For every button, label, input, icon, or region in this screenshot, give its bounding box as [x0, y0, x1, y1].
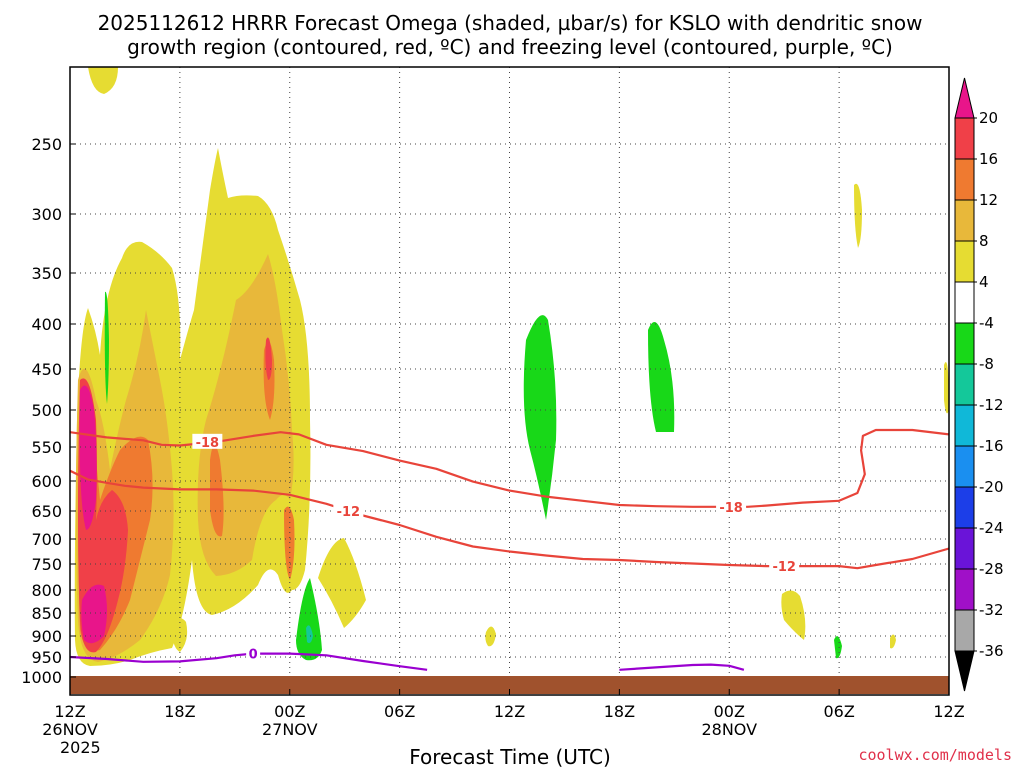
- colorbar-bin: [954, 199, 975, 242]
- yellow-blob-d: [781, 590, 806, 640]
- x-tick-label: 18Z: [604, 702, 635, 721]
- contour-label: -12: [337, 505, 361, 520]
- y-tick-label: 600: [31, 472, 62, 491]
- x-tick-label: 12Z: [494, 702, 525, 721]
- chart-title-line-2: growth region (contoured, red, ºC) and f…: [127, 35, 893, 59]
- colorbar-label: 16: [979, 150, 998, 168]
- y-tick-label: 550: [31, 438, 62, 457]
- y-tick-label: 950: [31, 648, 62, 667]
- colorbar-label: -16: [979, 437, 1004, 455]
- x-tick-label: 18Z: [164, 702, 195, 721]
- credit-text: coolwx.com/models: [858, 746, 1012, 764]
- x-tick-label: 12Z: [933, 702, 964, 721]
- y-axis-ticks: 250 300 350 400 450 500 550 600 650 700 750 800 850 9…: [21, 135, 76, 687]
- y-tick-label: 500: [31, 401, 62, 420]
- colorbar-label: 20: [979, 109, 998, 127]
- contour-line: [70, 469, 949, 570]
- colorbar-bin: [954, 527, 975, 570]
- y-tick-label: 700: [31, 530, 62, 549]
- orange-region-mid: [210, 445, 224, 537]
- green-region-d: [296, 578, 322, 661]
- colorbar-label: -4: [979, 314, 994, 332]
- orange-region-mid3: [284, 506, 295, 580]
- colorbar-label: -20: [979, 478, 1004, 496]
- x-tick-date: 28NOV: [701, 720, 757, 739]
- y-tick-label: 250: [31, 135, 62, 154]
- colorbar-bin: [954, 404, 975, 447]
- colorbar-bin: [954, 322, 975, 365]
- x-axis-label: Forecast Time (UTC): [409, 745, 611, 768]
- yellow-blob-e: [854, 183, 862, 248]
- colorbar: 20 16 12 8 4 -4 -8 -12 -16 -20 -24 -28 -32 -36: [954, 77, 1004, 692]
- colorbar-bin: [954, 117, 975, 160]
- y-tick-label: 650: [31, 502, 62, 521]
- y-tick-label: 400: [31, 315, 62, 334]
- colorbar-bin: [954, 445, 975, 488]
- y-tick-label: 850: [31, 604, 62, 623]
- green-region-a: [104, 291, 109, 404]
- colorbar-bin: [954, 281, 975, 324]
- colorbar-bin: [954, 609, 975, 652]
- contour-label-bg: [192, 433, 223, 449]
- x-tick-label: 00Z: [274, 702, 305, 721]
- colorbar-label: -32: [979, 601, 1004, 619]
- colorbar-bin: [954, 363, 975, 406]
- colorbar-label: -36: [979, 642, 1004, 660]
- colorbar-label: 12: [979, 191, 998, 209]
- y-tick-label: 450: [31, 360, 62, 379]
- x-tick-label: 06Z: [823, 702, 854, 721]
- contour-label: -12: [772, 560, 796, 575]
- y-tick-label: 900: [31, 627, 62, 646]
- colorbar-bin: [954, 486, 975, 529]
- green-region-e: [834, 636, 842, 659]
- colorbar-label: -8: [979, 355, 994, 373]
- contour-line: [619, 663, 745, 671]
- y-tick-label: 350: [31, 264, 62, 283]
- contour-label: -18: [719, 501, 743, 516]
- y-tick-label: 300: [31, 205, 62, 224]
- colorbar-bin: [954, 568, 975, 611]
- contour-lines: -18 -18 -12 -12 0: [70, 428, 949, 671]
- colorbar-label: -12: [979, 396, 1004, 414]
- x-tick-label: 06Z: [384, 702, 415, 721]
- y-tick-label: 750: [31, 555, 62, 574]
- colorbar-bin: [954, 240, 975, 283]
- x-tick-label: 12Z: [54, 702, 85, 721]
- x-tick-year: 2025: [60, 738, 101, 757]
- colorbar-label: -24: [979, 519, 1004, 537]
- yellow-blob-top: [88, 67, 118, 94]
- y-tick-label: 1000: [21, 668, 62, 687]
- colorbar-label: 4: [979, 273, 989, 291]
- x-tick-date: 27NOV: [262, 720, 318, 739]
- contour-line: [70, 652, 428, 671]
- yellow-blob-f: [890, 634, 896, 649]
- yellow-blob-b: [318, 538, 366, 628]
- colorbar-bin: [954, 158, 975, 201]
- green-region-b: [523, 315, 557, 520]
- teal-region-a: [306, 625, 313, 644]
- contour-label-bg: [333, 503, 364, 518]
- colorbar-label: -28: [979, 560, 1004, 578]
- x-tick-label: 00Z: [714, 702, 745, 721]
- pink-region-lower: [81, 584, 107, 644]
- contour-label: -18: [196, 436, 220, 451]
- colorbar-top-arrow: [954, 77, 975, 119]
- yellow-blob-a: [172, 618, 188, 652]
- colorbar-bottom-arrow: [954, 650, 975, 692]
- contour-label-bg: [769, 558, 800, 574]
- contour-label-bg: [716, 498, 747, 514]
- colorbar-label: 8: [979, 232, 989, 250]
- contour-label: 0: [249, 648, 258, 663]
- omega-shading: [74, 67, 949, 666]
- x-tick-date: 26NOV: [42, 720, 98, 739]
- yellow-blob-g: [944, 362, 949, 414]
- contour-label-bg: [246, 645, 261, 661]
- contour-line: [70, 428, 949, 508]
- green-region-c: [648, 322, 675, 432]
- pink-region-upper: [79, 385, 97, 530]
- chart-title-line-1: 2025112612 HRRR Forecast Omega (shaded, …: [98, 11, 923, 35]
- y-tick-label: 800: [31, 581, 62, 600]
